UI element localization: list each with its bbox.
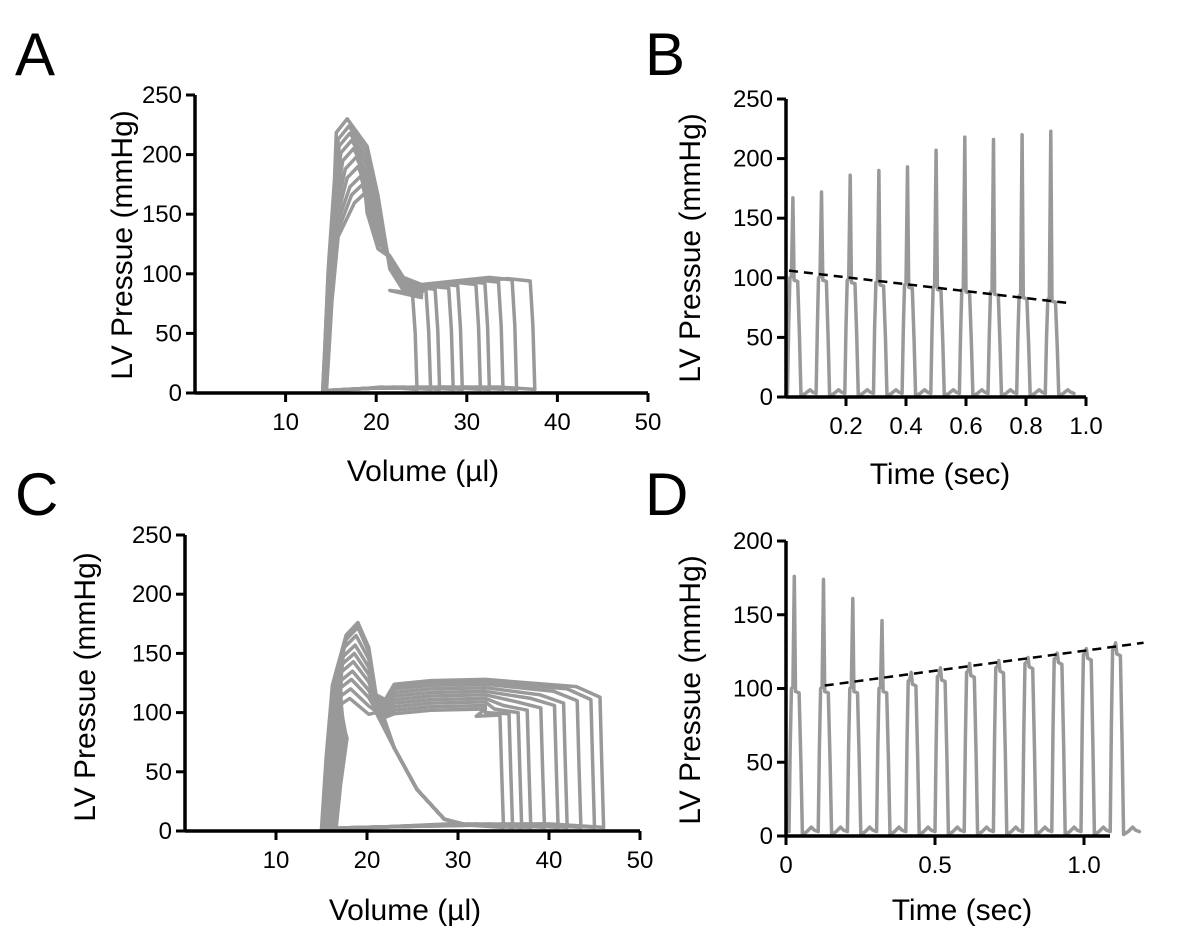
panel-a-x-tick-label: 10 (272, 409, 299, 436)
pv-loop-filling (374, 708, 469, 827)
panel-b-y-tick-label: 100 (733, 265, 773, 292)
panel-a-y-tick-label: 200 (142, 142, 182, 169)
panel-a-plot: 0 50 100 150 200 250 10 20 30 40 50 (142, 82, 661, 436)
panel-b-y-tick-label: 250 (733, 86, 773, 113)
panel-b: B LV Pressue (mmHg) Time (sec) 0 50 100 150… (645, 21, 1103, 491)
trend-line (824, 641, 1144, 687)
panel-c-y-tick-label: 200 (132, 581, 172, 608)
panel-d-x-tick-label: 1.0 (1067, 852, 1100, 879)
panel-label-d: D (645, 461, 688, 528)
panel-c-x-tick-label: 40 (536, 847, 563, 874)
panel-d-y-tick-label: 50 (746, 749, 773, 776)
pv-loop (320, 117, 424, 393)
pv-loop-filling (374, 709, 469, 827)
panel-d-plot: 0 50 100 150 200 0 0.5 1.0 (733, 528, 1144, 879)
panel-a-x-tick-label: 20 (363, 409, 390, 436)
panel-a: A LV Pressue (mmHg) Volume (µl) 0 50 100 15… (15, 21, 661, 488)
panel-c-y-tick-label: 150 (132, 640, 172, 667)
panel-b-x-tick-label: 0.4 (889, 413, 922, 440)
panel-c-y-tick-label: 100 (132, 700, 172, 727)
pressure-trace (784, 129, 1076, 398)
panel-b-y-tick-label: 0 (760, 384, 773, 411)
panel-a-y-tick-label: 0 (169, 380, 182, 407)
panel-a-x-tick-label: 30 (453, 409, 480, 436)
panel-c-y-tick-label: 50 (145, 759, 172, 786)
panel-b-plot: 0 50 100 150 200 250 0.2 0.4 0.6 0.8 1.0 (733, 86, 1103, 440)
panel-c-y-tick-label: 0 (159, 818, 172, 845)
pressure-trace (784, 574, 1142, 837)
panel-c-x-tick-label: 30 (445, 847, 472, 874)
panel-b-x-tick-label: 1.0 (1069, 413, 1102, 440)
panel-b-y-axis-title: LV Pressue (mmHg) (674, 113, 707, 383)
panel-b-y-tick-label: 150 (733, 205, 773, 232)
panel-c-x-axis-title: Volume (µl) (329, 894, 481, 927)
panel-a-x-axis-title: Volume (µl) (347, 455, 499, 488)
panel-a-y-tick-label: 250 (142, 82, 182, 109)
panel-c: C LV Pressue (mmHg) Volume (µl) 0 50 100 15… (15, 461, 653, 927)
panel-label-c: C (15, 461, 58, 528)
panel-d: D LV Pressue (mmHg) Time (sec) 0 50 100 150… (645, 461, 1144, 927)
panel-b-x-tick-label: 0.8 (1009, 413, 1042, 440)
panel-label-b: B (645, 21, 685, 88)
pv-loop-filling (374, 701, 469, 827)
panel-a-y-tick-label: 50 (155, 320, 182, 347)
panel-a-y-tick-label: 100 (142, 261, 182, 288)
panel-d-y-tick-label: 0 (760, 823, 773, 850)
pv-loop-filling (374, 706, 469, 827)
pv-loop (334, 696, 506, 831)
panel-d-x-tick-label: 0.5 (918, 852, 951, 879)
panel-d-y-tick-label: 150 (733, 602, 773, 629)
panel-c-y-axis-title: LV Pressue (mmHg) (69, 552, 102, 822)
panel-d-x-tick-label: 0 (779, 852, 792, 879)
panel-a-y-tick-label: 150 (142, 201, 182, 228)
panel-a-y-axis-title: LV Pressue (mmHg) (106, 110, 139, 380)
panel-c-y-tick-label: 250 (132, 522, 172, 549)
panel-b-x-tick-label: 0.6 (949, 413, 982, 440)
panel-c-x-tick-label: 10 (263, 847, 290, 874)
panel-b-x-tick-label: 0.2 (829, 413, 862, 440)
panel-a-x-tick-label: 50 (635, 409, 662, 436)
panel-b-y-tick-label: 200 (733, 146, 773, 173)
panel-b-y-tick-label: 50 (746, 324, 773, 351)
pv-loop-filling (374, 710, 469, 827)
panel-d-y-axis-title: LV Pressue (mmHg) (674, 555, 707, 825)
panel-d-y-tick-label: 100 (733, 676, 773, 703)
pv-loop-filling (374, 703, 469, 827)
panel-d-y-tick-label: 200 (733, 528, 773, 555)
pv-loop-filling (374, 699, 469, 827)
panel-a-x-tick-label: 40 (544, 409, 571, 436)
panel-d-x-axis-title: Time (sec) (892, 894, 1033, 927)
panel-c-x-tick-label: 50 (627, 847, 654, 874)
panel-c-plot: 0 50 100 150 200 250 10 20 30 40 50 (132, 522, 653, 874)
panel-c-x-tick-label: 20 (354, 847, 381, 874)
trend-line (788, 269, 1067, 305)
panel-b-x-axis-title: Time (sec) (870, 458, 1011, 491)
panel-label-a: A (15, 21, 55, 88)
